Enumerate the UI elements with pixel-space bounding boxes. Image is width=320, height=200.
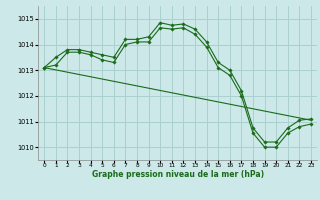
- X-axis label: Graphe pression niveau de la mer (hPa): Graphe pression niveau de la mer (hPa): [92, 170, 264, 179]
